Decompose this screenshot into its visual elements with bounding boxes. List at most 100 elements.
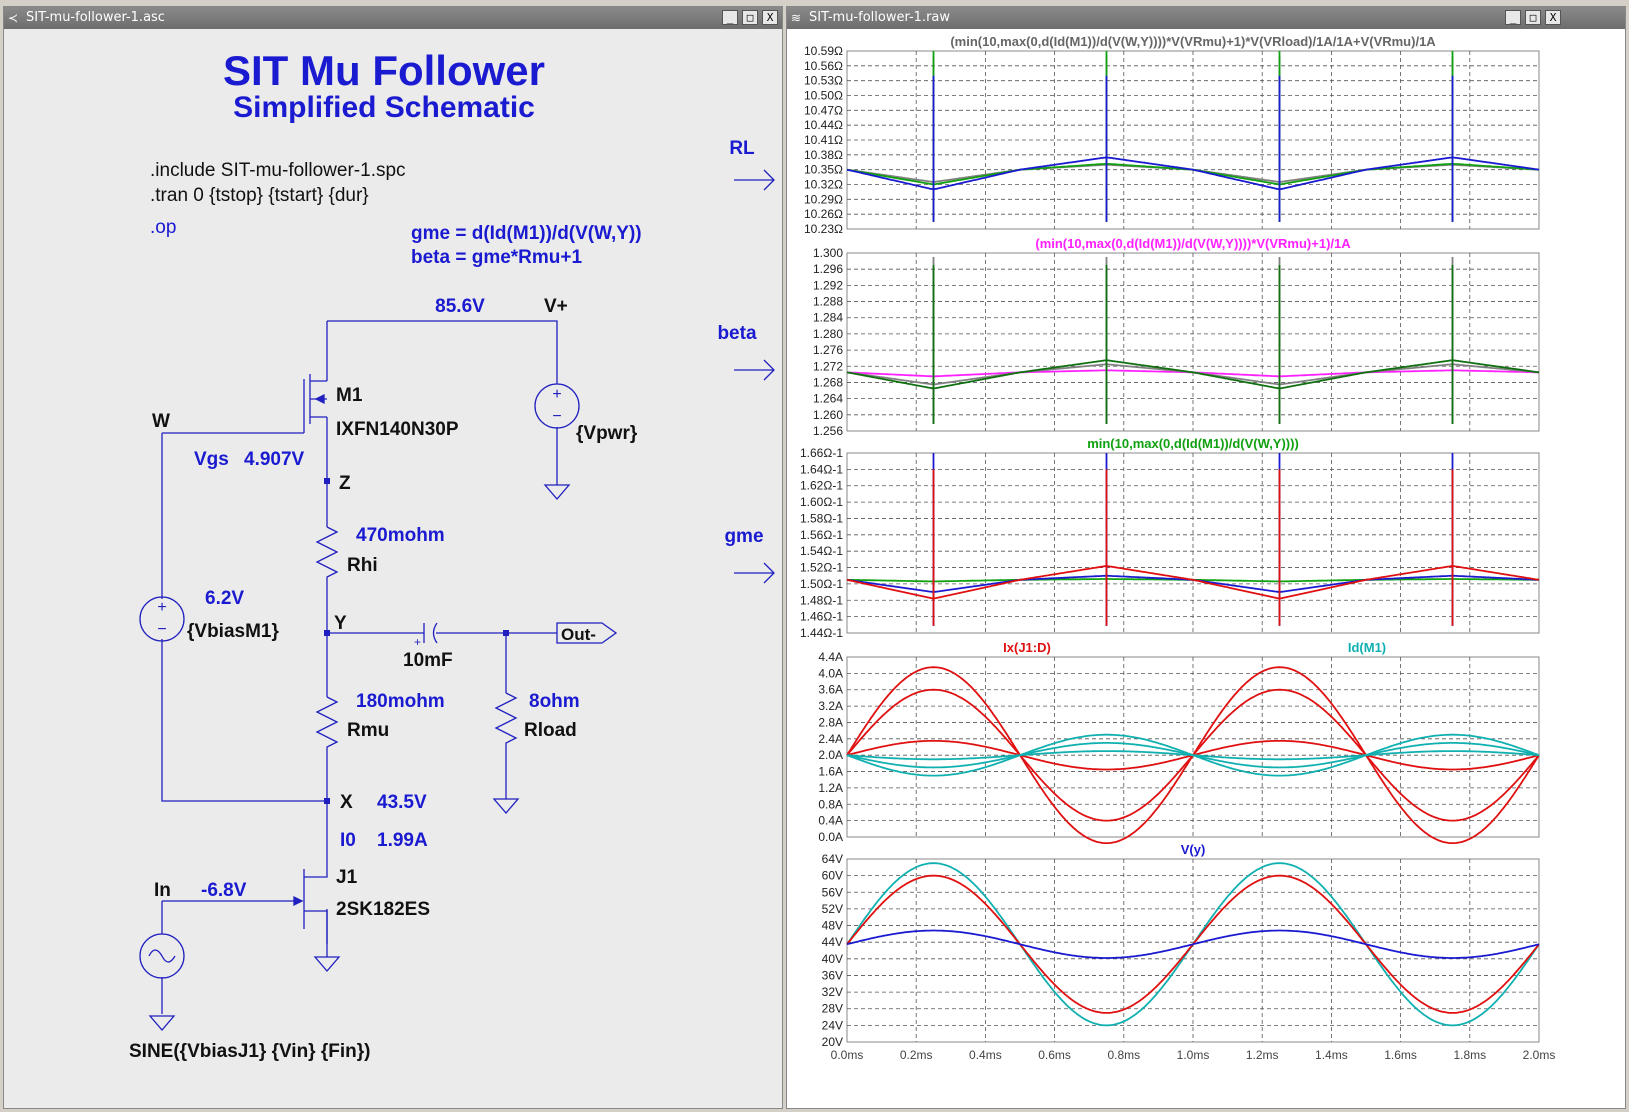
cap-value[interactable]: 10mF [403, 650, 453, 671]
y-tick-label: 2.4A [818, 732, 843, 746]
rhi-label[interactable]: Rhi [347, 555, 378, 576]
tran-directive[interactable]: .tran 0 {tstop} {tstart} {dur} [150, 185, 369, 206]
y-tick-label: 1.256 [813, 424, 843, 438]
schematic-window[interactable]: ≺ SIT-mu-follower-1.asc _ □ X SIT Mu Fol… [3, 6, 783, 1109]
m1-part[interactable]: IXFN140N30P [336, 419, 459, 440]
y-tick-label: 0.4A [818, 814, 843, 828]
y-tick-label: 3.2A [818, 699, 843, 713]
vgs-label[interactable]: Vgs [194, 449, 229, 470]
schematic-canvas[interactable]: SIT Mu Follower Simplified Schematic .in… [4, 29, 782, 1108]
capacitor-c1[interactable]: + [414, 622, 438, 649]
in-voltage[interactable]: -6.8V [201, 880, 247, 901]
rmu-label[interactable]: Rmu [347, 720, 389, 741]
x-tick-label: 0.0ms [831, 1048, 864, 1062]
minimize-button[interactable]: _ [722, 10, 738, 25]
mosfet-m1[interactable] [303, 374, 328, 433]
y-tick-label: 1.300 [813, 246, 843, 260]
x-voltage[interactable]: 43.5V [377, 792, 427, 813]
y-tick-label: 1.52Ω-1 [800, 561, 843, 575]
vbiasm1-source[interactable]: + − [139, 596, 185, 642]
ltspice-icon: ≺ [8, 11, 19, 25]
rmu-value[interactable]: 180mohm [356, 691, 445, 712]
y-tick-label: 1.2A [818, 781, 843, 795]
trace-red[interactable] [846, 564, 1540, 600]
rhi-value[interactable]: 470mohm [356, 525, 445, 546]
net-z-label[interactable]: Z [339, 473, 351, 494]
schematic-subtitle: Simplified Schematic [233, 91, 535, 124]
include-directive[interactable]: .include SIT-mu-follower-1.spc [150, 160, 406, 181]
resistor-rload[interactable] [494, 692, 518, 745]
j1-part[interactable]: 2SK182ES [336, 899, 430, 920]
trace-darkgreen[interactable] [846, 359, 1540, 390]
rl-arrow [734, 169, 775, 191]
vgs-value[interactable]: 4.907V [244, 449, 305, 470]
maximize-button[interactable]: □ [1525, 10, 1541, 25]
vbias-voltage[interactable]: 6.2V [205, 588, 244, 609]
rload-label[interactable]: Rload [524, 720, 577, 741]
beta-arrow-label[interactable]: beta [717, 323, 757, 344]
net-in-label[interactable]: In [154, 880, 171, 901]
rload-value[interactable]: 8ohm [529, 691, 580, 712]
trace-blue[interactable] [846, 156, 1540, 191]
gme-equation[interactable]: gme = d(Id(M1))/d(V(W,Y)) [411, 223, 642, 244]
plot-pane-3[interactable]: 1.66Ω-1 1.64Ω-1 1.62Ω-1 1.60Ω-1 1.58Ω-1 1.56Ω… [800, 436, 1540, 640]
y-tick-label: 52V [822, 902, 843, 916]
schematic-titlebar[interactable]: ≺ SIT-mu-follower-1.asc _ □ X [4, 7, 782, 29]
beta-arrow [734, 359, 775, 381]
sine-source[interactable] [139, 933, 185, 979]
y-tick-label: 20V [822, 1035, 843, 1049]
plot-pane-2[interactable]: 1.300 1.296 1.292 1.288 1.284 1.280 1.276 1.272… [813, 236, 1540, 438]
resistor-rmu[interactable] [315, 696, 339, 749]
jfet-j1[interactable] [293, 869, 328, 944]
y-tick-label: 10.50Ω [804, 89, 843, 103]
close-button[interactable]: X [1545, 10, 1561, 25]
trace-cyan[interactable] [846, 750, 1540, 761]
vbias-label[interactable]: {VbiasM1} [187, 621, 279, 642]
resistor-rhi[interactable] [315, 526, 339, 581]
plot-title[interactable]: V(y) [1181, 842, 1206, 857]
plot-area[interactable]: 10.59Ω 10.56Ω 10.53Ω 10.50Ω 10.47Ω 10.44Ω 10.4… [787, 29, 1625, 1108]
plot-title[interactable]: (min(10,max(0,d(Id(M1))/d(V(W,Y))))*V(VR… [1035, 236, 1351, 251]
plot-pane-4[interactable]: 4.4A 4.0A 3.6A 3.2A 2.8A 2.4A 2.0A 1.6A 1.2A 0.8A… [818, 640, 1540, 844]
waveform-window[interactable]: ≋ SIT-mu-follower-1.raw _ □ X 10.59Ω 10.5… [786, 6, 1626, 1109]
y-tick-label: 10.56Ω [804, 59, 843, 73]
minimize-button[interactable]: _ [1505, 10, 1521, 25]
x-tick-label: 0.2ms [900, 1048, 933, 1062]
vplus-label[interactable]: V+ [544, 296, 568, 317]
out-port[interactable]: Out- [556, 622, 618, 644]
plot-title[interactable]: (min(10,max(0,d(Id(M1))/d(V(W,Y))))*V(VR… [950, 34, 1436, 49]
plot-pane-5[interactable]: 64V 60V 56V 52V 48V 44V 40V 36V 32V 28V 24V 20V0.0m… [822, 842, 1556, 1062]
close-button[interactable]: X [762, 10, 778, 25]
net-y-label[interactable]: Y [334, 613, 347, 634]
sine-spec[interactable]: SINE({VbiasJ1} {Vin} {Fin}) [129, 1041, 370, 1062]
gme-arrow-label[interactable]: gme [724, 526, 763, 547]
y-tick-label: 2.0A [818, 748, 843, 762]
schematic-drawing: SIT Mu Follower Simplified Schematic .in… [129, 47, 775, 1062]
beta-equation[interactable]: beta = gme*Rmu+1 [411, 247, 582, 268]
op-directive[interactable]: .op [150, 217, 176, 238]
rl-arrow-label[interactable]: RL [729, 138, 755, 159]
plot-title[interactable]: min(10,max(0,d(Id(M1))/d(V(W,Y)))) [1087, 436, 1299, 451]
vpwr-source[interactable]: + − [534, 383, 580, 429]
net-x-label[interactable]: X [340, 792, 353, 813]
trace-blue[interactable] [846, 929, 1540, 959]
net-w-label[interactable]: W [152, 411, 170, 432]
i0-value[interactable]: 1.99A [377, 830, 428, 851]
svg-text:+: + [552, 386, 561, 403]
y-tick-label: 1.6A [818, 765, 843, 779]
y-tick-label: 2.8A [818, 715, 843, 729]
m1-label[interactable]: M1 [336, 385, 363, 406]
waveform-titlebar[interactable]: ≋ SIT-mu-follower-1.raw _ □ X [787, 7, 1625, 29]
svg-text:+: + [414, 635, 421, 649]
y-tick-label: 1.288 [813, 295, 843, 309]
y-tick-label: 1.56Ω-1 [800, 528, 843, 542]
maximize-button[interactable]: □ [742, 10, 758, 25]
i0-label[interactable]: I0 [340, 830, 356, 851]
plot-pane-1[interactable]: 10.59Ω10.56Ω10.53Ω10.50Ω10.47Ω10.44Ω10.4… [804, 34, 1540, 236]
j1-label[interactable]: J1 [336, 867, 358, 888]
vpwr-label[interactable]: {Vpwr} [576, 423, 638, 444]
trace-label-ix-j1[interactable]: Ix(J1:D) [1003, 640, 1051, 655]
ground-rload [492, 798, 520, 814]
vplus-voltage[interactable]: 85.6V [435, 296, 485, 317]
trace-label-id-m1[interactable]: Id(M1) [1348, 640, 1386, 655]
